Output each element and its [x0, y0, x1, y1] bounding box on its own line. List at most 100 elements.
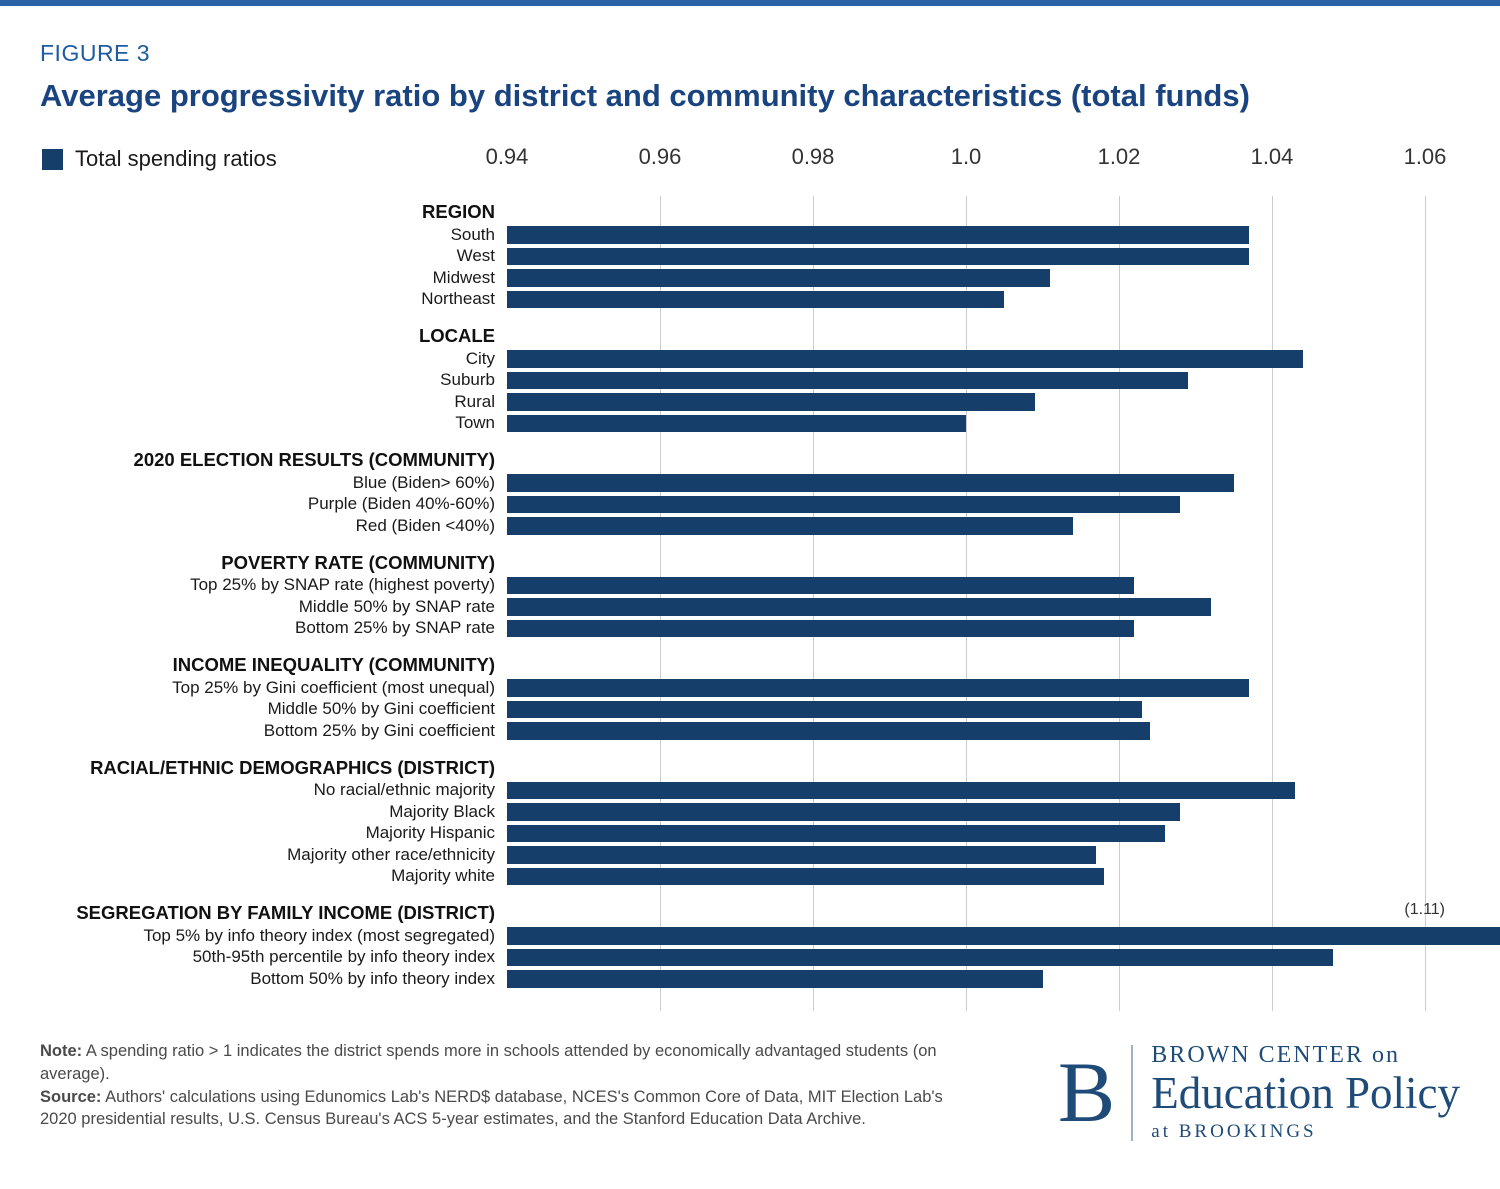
bar-label: Bottom 25% by SNAP rate: [294, 618, 495, 638]
bar: [507, 247, 1250, 265]
bar-row: Red (Biden <40%): [0, 515, 1500, 537]
bar-row: Majority Black: [0, 801, 1500, 823]
x-axis-tick: 1.02: [1097, 144, 1141, 169]
group-header-plot: [507, 324, 1500, 348]
bar-row: South: [0, 224, 1500, 246]
bar-plot-cell: [507, 348, 1500, 370]
bar-label: City: [465, 348, 495, 368]
bar-plot-cell: [507, 575, 1500, 597]
bar-plot-cell: [507, 699, 1500, 721]
group-header-row: 2020 ELECTION RESULTS (COMMUNITY): [0, 448, 1500, 472]
bar-chart: REGION South West Midwest Northeast LOCALE Cit…: [0, 196, 1500, 1011]
bar-plot-cell: [507, 515, 1500, 537]
bar-plot-cell: [507, 224, 1500, 246]
bar-label: Bottom 50% by info theory index: [250, 968, 495, 988]
bar-plot-cell: [507, 472, 1500, 494]
bar-row: No racial/ethnic majority: [0, 780, 1500, 802]
group-header-row: LOCALE: [0, 324, 1500, 348]
bar: [507, 393, 1035, 411]
group-header-plot: [507, 551, 1500, 575]
bar: [507, 598, 1211, 616]
bar-row: Top 25% by Gini coefficient (most unequa…: [0, 677, 1500, 699]
bar: [507, 576, 1135, 594]
legend-swatch-icon: [42, 148, 63, 170]
group-header-row: POVERTY RATE (COMMUNITY): [0, 551, 1500, 575]
bar-row: Purple (Biden 40%-60%): [0, 494, 1500, 516]
group-header-plot: [507, 200, 1500, 224]
bar-row: Majority white: [0, 866, 1500, 888]
brookings-logo-b-icon: B: [1057, 1043, 1116, 1140]
legend: Total spending ratios: [42, 146, 277, 172]
bar: [507, 970, 1043, 988]
group-header: POVERTY RATE (COMMUNITY): [221, 551, 495, 573]
bar: [507, 867, 1104, 885]
page-title: Average progressivity ratio by district …: [40, 78, 1250, 113]
bar-plot-cell: [507, 844, 1500, 866]
bar-row: Rural: [0, 391, 1500, 413]
bar: [507, 948, 1334, 966]
bar-row: Majority Hispanic: [0, 823, 1500, 845]
bar: [507, 927, 1500, 945]
note-line: Note: A spending ratio > 1 indicates the…: [40, 1040, 945, 1086]
bar-label: Majority other race/ethnicity: [287, 844, 495, 864]
bar: [507, 619, 1135, 637]
bar: [507, 803, 1181, 821]
bar-row: Top 25% by SNAP rate (highest poverty): [0, 575, 1500, 597]
group-header-plot: [507, 756, 1500, 780]
bar: [507, 371, 1188, 389]
logo-text: BROWN CENTER on Education Policy at BROO…: [1151, 1042, 1460, 1143]
bar: [507, 414, 966, 432]
x-axis-tick: 1.06: [1403, 144, 1447, 169]
bar: [507, 495, 1181, 513]
group-header-row: INCOME INEQUALITY (COMMUNITY): [0, 653, 1500, 677]
bar-label: Middle 50% by SNAP rate: [298, 596, 495, 616]
bar: [507, 350, 1303, 368]
bar-plot-cell: [507, 596, 1500, 618]
bar-row: Bottom 50% by info theory index: [0, 968, 1500, 990]
group-header-plot: [507, 653, 1500, 677]
bar-plot-cell: [507, 618, 1500, 640]
bar: [507, 226, 1250, 244]
bar-label: Red (Biden <40%): [355, 515, 495, 535]
bar-annotation: (1.11): [1404, 901, 1445, 918]
source-line: Source: Authors' calculations using Edun…: [40, 1086, 945, 1132]
figure-label: FIGURE 3: [40, 40, 151, 66]
bar-row: Majority other race/ethnicity: [0, 844, 1500, 866]
bar-label: 50th-95th percentile by info theory inde…: [192, 947, 495, 967]
bar: [507, 700, 1142, 718]
bar: [507, 290, 1005, 308]
bar-plot-cell: [507, 720, 1500, 742]
bar-row: Northeast: [0, 289, 1500, 311]
gridline: [1425, 196, 1426, 1011]
bar-label: Purple (Biden 40%-60%): [307, 494, 495, 514]
group-header-row: RACIAL/ETHNIC DEMOGRAPHICS (DISTRICT): [0, 756, 1500, 780]
group-header: SEGREGATION BY FAMILY INCOME (DISTRICT): [76, 902, 495, 923]
bar: [507, 679, 1250, 697]
bar-plot-cell: [507, 947, 1500, 969]
bar-label: Majority Black: [389, 801, 495, 821]
group-header-plot: [507, 448, 1500, 472]
bar-plot-cell: [507, 780, 1500, 802]
bar-label: Majority white: [391, 866, 495, 886]
bar-label: Midwest: [432, 267, 495, 287]
bar-label: Bottom 25% by Gini coefficient: [263, 720, 495, 740]
bar-plot-cell: [507, 801, 1500, 823]
bar-plot-cell: [507, 925, 1500, 947]
bar-label: Rural: [454, 391, 495, 411]
brookings-logo: B BROWN CENTER on Education Policy at BR…: [1058, 1042, 1460, 1143]
bar-label: Town: [455, 413, 495, 433]
bar-row: Top 5% by info theory index (most segreg…: [0, 925, 1500, 947]
logo-brown-center: BROWN CENTER on: [1151, 1042, 1400, 1068]
logo-education-policy: Education Policy: [1151, 1068, 1460, 1118]
x-axis-tick: 1.0: [950, 144, 982, 169]
bar-label: Suburb: [440, 370, 495, 390]
bar-row: Bottom 25% by SNAP rate: [0, 618, 1500, 640]
x-axis-tick: 0.94: [485, 144, 529, 169]
bar: [507, 846, 1097, 864]
bar-label: Majority Hispanic: [365, 823, 495, 843]
group-header: RACIAL/ETHNIC DEMOGRAPHICS (DISTRICT): [90, 756, 495, 778]
bar-plot-cell: [507, 494, 1500, 516]
bar: [507, 269, 1051, 287]
bar-label: Northeast: [421, 289, 495, 309]
bar-plot-cell: [507, 289, 1500, 311]
